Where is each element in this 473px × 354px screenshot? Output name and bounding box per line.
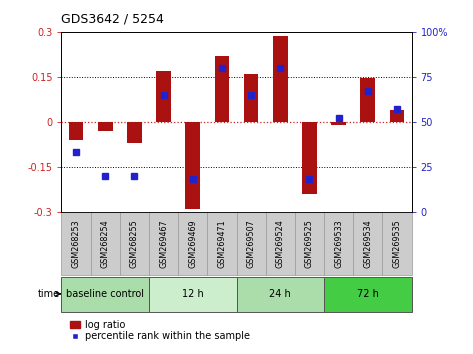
Bar (295, 212, 324, 275)
Bar (273, 36, 288, 122)
Bar (149, 277, 236, 313)
Text: GSM268253: GSM268253 (71, 219, 80, 268)
Bar (382, 212, 412, 275)
Text: GSM269535: GSM269535 (393, 219, 402, 268)
Bar (353, 212, 382, 275)
Bar (324, 277, 412, 313)
Bar (61, 277, 149, 313)
Bar (331, 122, 346, 125)
Text: GSM269469: GSM269469 (188, 219, 197, 268)
Text: time: time (38, 289, 60, 299)
Bar (127, 122, 142, 143)
Text: baseline control: baseline control (66, 289, 144, 299)
Legend: log ratio, percentile rank within the sample: log ratio, percentile rank within the sa… (66, 316, 254, 345)
Text: GSM269525: GSM269525 (305, 219, 314, 268)
Bar (302, 122, 317, 194)
Text: GSM269467: GSM269467 (159, 219, 168, 268)
Bar (61, 212, 91, 275)
Text: GSM268255: GSM268255 (130, 219, 139, 268)
Bar (98, 122, 113, 131)
Bar (215, 56, 229, 122)
Bar (324, 212, 353, 275)
Bar (69, 122, 83, 140)
Bar (360, 78, 375, 122)
Bar (149, 212, 178, 275)
Text: GSM269507: GSM269507 (246, 219, 255, 268)
Text: GSM269471: GSM269471 (218, 219, 227, 268)
Bar (266, 212, 295, 275)
Bar (207, 212, 236, 275)
Bar (156, 71, 171, 122)
Bar (236, 277, 324, 313)
Bar (236, 212, 266, 275)
Bar (178, 212, 207, 275)
Bar (120, 212, 149, 275)
Bar (244, 74, 258, 122)
Text: GDS3642 / 5254: GDS3642 / 5254 (61, 13, 164, 26)
Bar (390, 110, 404, 122)
Bar (91, 212, 120, 275)
Text: GSM269533: GSM269533 (334, 219, 343, 268)
Text: 12 h: 12 h (182, 289, 203, 299)
Text: GSM269534: GSM269534 (363, 219, 372, 268)
Text: 24 h: 24 h (270, 289, 291, 299)
Text: GSM268254: GSM268254 (101, 219, 110, 268)
Text: 72 h: 72 h (357, 289, 379, 299)
Text: GSM269524: GSM269524 (276, 219, 285, 268)
Bar (185, 122, 200, 209)
